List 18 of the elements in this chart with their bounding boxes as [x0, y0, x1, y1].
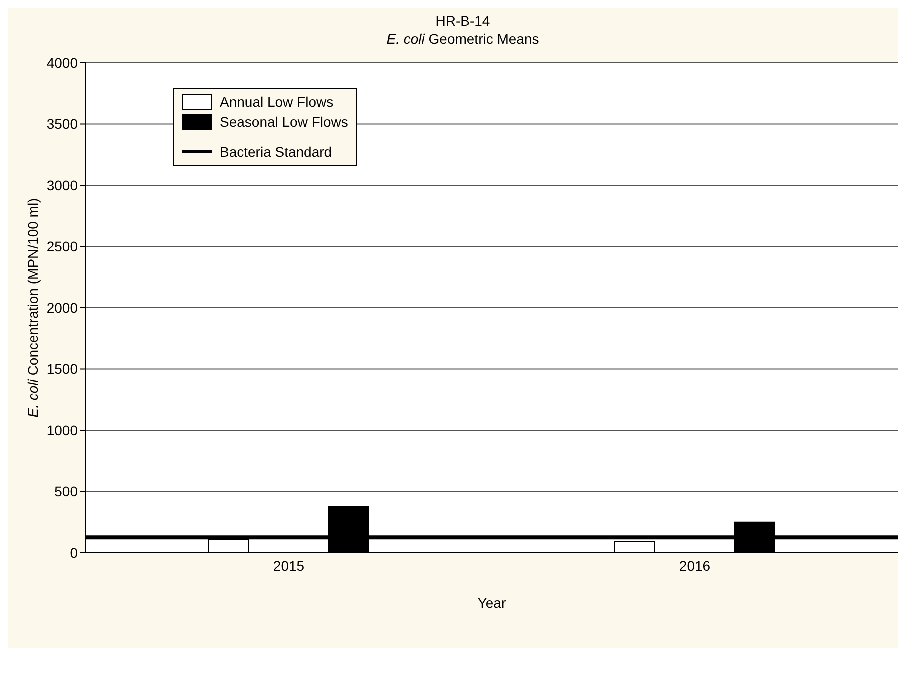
legend-label: Annual Low Flows	[220, 94, 334, 110]
legend-label: Seasonal Low Flows	[220, 114, 348, 130]
y-tick-label: 0	[70, 544, 78, 561]
y-tick-label: 1000	[46, 422, 78, 438]
y-tick-label: 3000	[46, 177, 78, 194]
x-tick-label: 2015	[273, 558, 305, 574]
chart-subtitle: E. coli Geometric Means	[386, 31, 540, 47]
y-tick-label: 2000	[46, 300, 78, 316]
y-axis-title: E. coli Concentration (MPN/100 ml)	[25, 198, 41, 418]
y-tick-label: 3500	[46, 116, 78, 132]
x-tick-label: 2016	[679, 558, 711, 574]
y-tick-label: 2500	[46, 238, 78, 255]
y-tick-label: 500	[54, 484, 78, 500]
y-tick-label: 1500	[46, 361, 78, 378]
x-axis-title: Year	[478, 595, 506, 611]
y-tick-label: 4000	[46, 54, 78, 71]
chart-title: HR-B-14	[436, 13, 490, 29]
legend-label: Bacteria Standard	[220, 144, 332, 160]
